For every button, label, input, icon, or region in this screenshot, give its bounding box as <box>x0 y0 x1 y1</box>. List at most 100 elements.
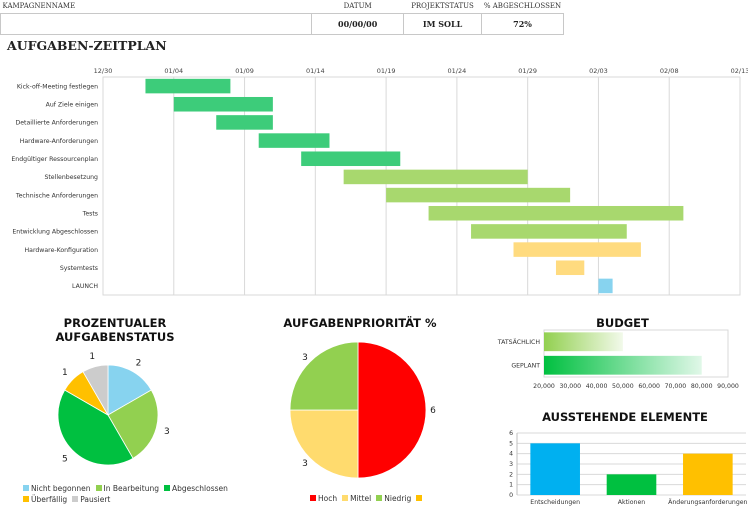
budget-title: BUDGET <box>596 316 649 330</box>
gantt-task-bar <box>555 260 585 276</box>
priority-legend-item <box>416 493 424 504</box>
gantt-task-label: Detaillierte Anforderungen <box>15 120 98 127</box>
status-pie-chart: 2 3 5 1 1 <box>57 352 170 466</box>
status-data-label: 3 <box>164 427 170 437</box>
gantt-task-label: Tests <box>82 210 98 217</box>
status-legend-swatch <box>95 485 102 491</box>
status-data-label: 2 <box>136 358 142 368</box>
priority-legend-item: Mittel <box>342 493 371 504</box>
budget-x-tick-label: 30,000 <box>559 383 581 390</box>
gantt-x-tick-label: 01/04 <box>164 67 183 75</box>
priority-legend-swatch <box>342 495 349 501</box>
status-legend-item: In Bearbeitung <box>95 483 159 494</box>
gantt-task-bar <box>145 78 231 94</box>
pending-y-tick-label: 4 <box>509 451 513 458</box>
priority-slice <box>289 341 359 411</box>
gantt-x-tick-label: 01/29 <box>518 67 537 75</box>
priority-slice <box>289 409 359 479</box>
gantt-task-label: Entwicklung Abgeschlossen <box>12 229 98 236</box>
pending-y-tick-label: 0 <box>509 492 513 499</box>
gantt-task-label: Endgültiger Ressourcenplan <box>11 156 98 163</box>
budget-plot-area <box>543 329 729 378</box>
campaign-name-cell[interactable] <box>0 12 313 35</box>
priority-legend-swatch <box>416 495 423 501</box>
gantt-task-bar <box>513 242 641 257</box>
budget-x-tick-label: 40,000 <box>586 383 608 390</box>
budget-x-tick-label: 60,000 <box>638 383 660 390</box>
gantt-x-tick-label: 01/14 <box>306 67 325 75</box>
pending-y-tick-label: 6 <box>509 430 513 437</box>
status-slice <box>82 364 109 417</box>
priority-title: AUFGABENPRIORITÄT % <box>283 316 437 330</box>
priority-legend-label: Mittel <box>350 494 372 503</box>
budget-x-tick-label: 70,000 <box>665 383 687 390</box>
gantt-task-bar <box>216 115 273 130</box>
priority-pie-chart: 6 3 3 <box>289 341 436 479</box>
gantt-task-label: LAUNCH <box>72 283 98 290</box>
budget-bar <box>544 355 702 375</box>
priority-legend-label: Hoch <box>318 494 338 503</box>
status-slice <box>107 389 159 459</box>
priority-slice <box>357 341 427 479</box>
status-data-label: 5 <box>62 454 68 464</box>
status-legend-label: In Bearbeitung <box>103 484 159 493</box>
status-legend-label: Pausiert <box>80 495 111 504</box>
gantt-x-tick-label: 01/09 <box>235 67 254 75</box>
status-legend-item: Überfällig <box>23 494 67 505</box>
gantt-task-bar <box>386 187 571 203</box>
status-legend-item: Pausiert <box>72 494 110 505</box>
pending-y-tick-label: 2 <box>509 471 513 478</box>
gantt-task-label: Kick-off-Meeting festlegen <box>17 83 98 90</box>
status-legend-label: Nicht begonnen <box>31 484 91 493</box>
priority-legend-swatch <box>310 495 316 501</box>
status-legend-item: Nicht begonnen <box>23 483 91 494</box>
pending-bar-chart: 0 1 2 3 4 5 6 Entscheidungen Aktionen Änderungsan… <box>509 430 748 506</box>
gantt-chart: 12/30 01/04 01/09 01/14 01/19 01/24 01/29 02/03… <box>11 67 748 296</box>
gantt-x-tick-label: 02/03 <box>589 67 608 75</box>
pending-category-label: Aktionen <box>618 499 645 506</box>
gantt-task-bar <box>343 169 528 185</box>
gantt-x-tick-label: 12/30 <box>94 67 113 75</box>
gantt-task-bar <box>173 96 273 112</box>
pending-bar <box>606 474 657 495</box>
status-slice <box>107 364 152 416</box>
priority-data-label: 6 <box>430 406 436 416</box>
budget-x-tick-label: 50,000 <box>612 383 634 390</box>
project-header-table: KAMPAGNENNAME DATUM PROJEKTSTATUS % ABGE… <box>0 0 564 35</box>
pending-y-tick-label: 1 <box>509 482 513 489</box>
pending-category-label: Entscheidungen <box>530 499 580 506</box>
priority-legend-swatch <box>376 495 383 501</box>
status-legend: Nicht begonnen In Bearbeitung Abgeschlosse… <box>23 483 238 505</box>
gantt-task-label: Auf Ziele einigen <box>46 101 98 108</box>
gantt-task-bar <box>471 224 627 239</box>
gantt-task-label: Technische Anforderungen <box>15 192 98 199</box>
status-legend-swatch <box>23 485 29 491</box>
status-legend-label: Abgeschlossen <box>171 484 228 493</box>
gantt-task-label: Hardware-Anforderungen <box>20 138 98 145</box>
status-legend-label: Überfällig <box>31 495 68 504</box>
budget-bar-chart: TATSÄCHLICH GEPLANT 20,000 30,000 40,000 50,0… <box>497 329 739 390</box>
status-slice <box>57 389 134 466</box>
date-cell[interactable]: 00/00/00 <box>311 12 405 35</box>
budget-x-tick-label: 80,000 <box>691 383 713 390</box>
status-legend-swatch <box>72 496 79 502</box>
gantt-task-bar <box>598 278 613 294</box>
priority-legend-item: Hoch <box>310 493 337 504</box>
header-col-date: DATUM <box>343 2 372 11</box>
header-col-campaign: KAMPAGNENNAME <box>2 2 76 11</box>
gantt-x-tick-label: 02/13 <box>731 67 748 75</box>
status-data-label: 1 <box>62 368 68 378</box>
gantt-task-label: Stellenbesetzung <box>44 174 98 181</box>
status-legend-item: Abgeschlossen <box>163 483 228 494</box>
gantt-task-bar <box>428 205 684 221</box>
percent-cell[interactable]: 72% <box>481 12 564 35</box>
gantt-task-bar <box>258 133 330 148</box>
priority-data-label: 3 <box>302 353 308 363</box>
gantt-x-tick-label: 01/19 <box>377 67 396 75</box>
pending-bar <box>683 453 733 495</box>
gantt-x-tick-label: 01/24 <box>448 67 467 75</box>
budget-category-label: GEPLANT <box>511 362 540 369</box>
pending-title: AUSSTEHENDE ELEMENTE <box>542 410 708 424</box>
pending-y-tick-label: 3 <box>509 461 513 468</box>
status-cell[interactable]: IM SOLL <box>403 12 482 35</box>
